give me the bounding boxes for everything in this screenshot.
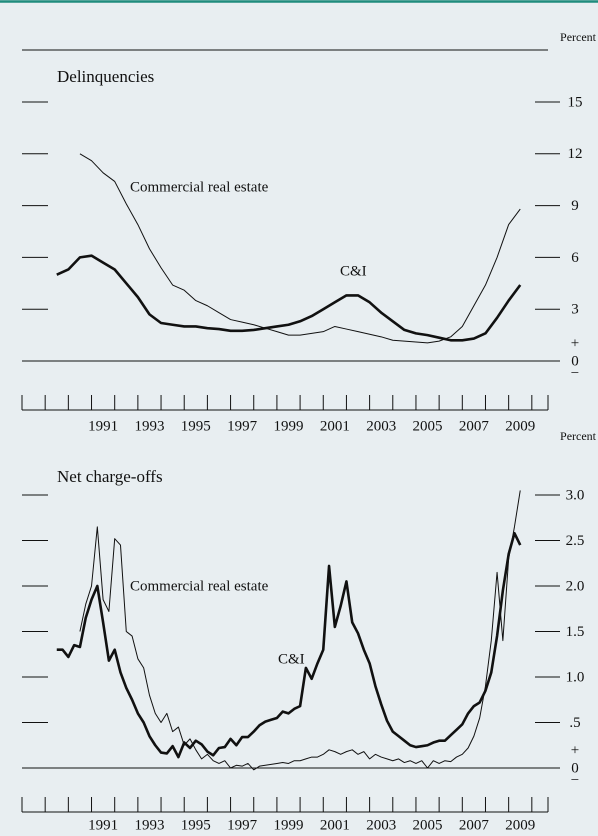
y-unit-label: Percent [560,30,597,44]
zero-minus: − [571,772,579,788]
x-tick-label: 2005 [413,817,443,833]
x-tick-label: 2001 [320,817,350,833]
series-line [56,254,522,342]
zero-minus: − [571,365,579,381]
y-tick-label: 6 [571,250,579,266]
series-annotation: C&I [278,651,305,667]
x-tick-label: 1997 [227,418,258,434]
series-annotation: Commercial real estate [130,578,269,594]
y-tick-label: .5 [569,715,580,731]
y-tick-label: 2.5 [566,533,585,549]
y-tick-label: 1.5 [566,624,585,640]
y-tick-label: 1.0 [566,669,585,685]
y-tick-label: 2.0 [566,578,585,594]
x-tick-label: 2009 [505,418,535,434]
series-line [79,490,521,771]
x-tick-label: 1991 [88,418,118,434]
y-tick-label: 0 [571,760,579,776]
y-tick-label: 3.0 [566,487,585,503]
x-tick-label: 2007 [459,817,490,833]
x-tick-label: 2005 [413,418,443,434]
x-tick-label: 1991 [88,817,118,833]
x-tick-label: 2003 [366,817,396,833]
x-tick-label: 2007 [459,418,490,434]
x-tick-label: 2003 [366,418,396,434]
zero-plus: + [571,742,579,758]
zero-plus: + [571,335,579,351]
chart-title: Delinquencies [57,67,154,86]
y-unit-label: Percent [560,429,597,443]
x-tick-label: 1997 [227,817,258,833]
y-tick-label: 15 [568,94,583,110]
series-annotation: Commercial real estate [130,179,269,195]
x-tick-label: 1999 [274,418,304,434]
x-tick-label: 1993 [134,817,164,833]
chart-title: Net charge-offs [57,467,163,486]
x-tick-label: 1999 [274,817,304,833]
x-tick-label: 1995 [181,418,211,434]
x-tick-label: 1993 [134,418,164,434]
series-line [56,531,522,759]
x-tick-label: 1995 [181,817,211,833]
series-annotation: C&I [340,263,367,279]
x-tick-label: 2009 [505,817,535,833]
y-tick-label: 0 [571,353,579,369]
x-tick-label: 2001 [320,418,350,434]
y-tick-label: 9 [571,198,579,214]
y-tick-label: 3 [571,302,579,318]
y-tick-label: 12 [568,146,583,162]
